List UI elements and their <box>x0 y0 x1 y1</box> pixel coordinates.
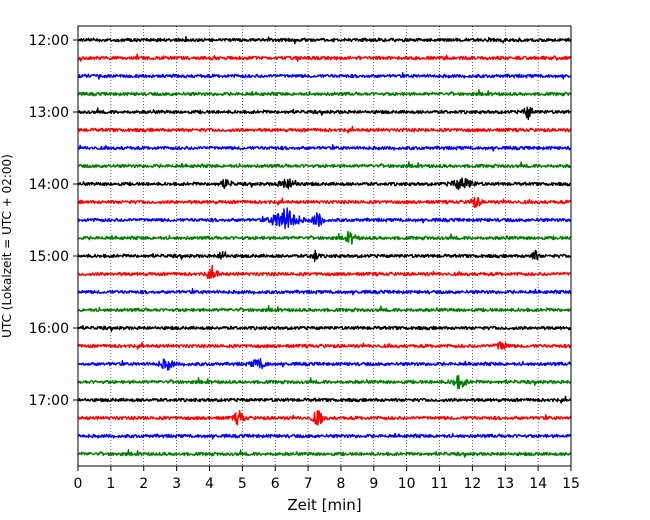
trace-line <box>77 449 572 458</box>
trace-line <box>77 144 572 152</box>
trace-line <box>77 324 572 332</box>
trace-line <box>77 35 572 45</box>
x-tick-label: 14 <box>529 476 547 492</box>
x-tick-label: 12 <box>463 476 481 492</box>
trace-line <box>77 53 572 62</box>
trace-line <box>77 72 572 80</box>
x-axis-label: Zeit [min] <box>287 496 361 514</box>
y-tick-label: 17:00 <box>29 393 69 409</box>
trace-line <box>77 177 572 191</box>
x-tick-label: 0 <box>74 476 83 492</box>
trace-line <box>77 357 572 371</box>
trace-line <box>77 409 572 426</box>
trace-line <box>77 106 572 121</box>
trace-line <box>77 196 572 208</box>
y-tick-label: 13:00 <box>29 105 69 121</box>
trace-group <box>77 35 572 458</box>
x-tick-label: 15 <box>562 476 580 492</box>
x-tick-label: 3 <box>172 476 181 492</box>
x-tick-label: 1 <box>106 476 115 492</box>
plot-frame <box>77 25 572 467</box>
y-tick-label: 14:00 <box>29 177 69 193</box>
trace-line <box>77 432 572 440</box>
trace-line <box>77 374 572 390</box>
trace-line <box>77 249 572 263</box>
x-tick-label: 8 <box>336 476 345 492</box>
trace-line <box>77 264 572 280</box>
y-tick-label: 16:00 <box>29 321 69 337</box>
trace-line <box>77 395 572 404</box>
x-tick-label: 2 <box>139 476 148 492</box>
y-tick-label: 12:00 <box>29 33 69 49</box>
x-tick-label: 4 <box>205 476 214 492</box>
trace-line <box>77 89 572 97</box>
x-tick-label: 5 <box>238 476 247 492</box>
vertical-grid <box>110 26 539 466</box>
trace-line <box>77 288 572 296</box>
trace-line <box>77 305 572 313</box>
trace-line <box>77 161 572 169</box>
y-axis-ticks: 12:00 13:00 14:00 15:00 16:00 17:00 <box>29 33 78 409</box>
x-tick-label: 6 <box>271 476 280 492</box>
x-tick-label: 13 <box>496 476 514 492</box>
trace-line <box>77 125 572 134</box>
trace-line <box>77 341 572 350</box>
x-tick-label: 10 <box>398 476 416 492</box>
y-tick-label: 15:00 <box>29 249 69 265</box>
x-axis-ticks: 0 1 2 3 4 5 6 7 8 9 10 11 12 13 14 15 <box>74 466 580 492</box>
x-tick-label: 7 <box>304 476 313 492</box>
y-axis-label: UTC (Lokalzeit = UTC + 02:00) <box>0 154 14 338</box>
trace-line <box>77 230 572 245</box>
x-tick-label: 9 <box>369 476 378 492</box>
x-tick-label: 11 <box>431 476 449 492</box>
trace-line <box>77 207 572 230</box>
